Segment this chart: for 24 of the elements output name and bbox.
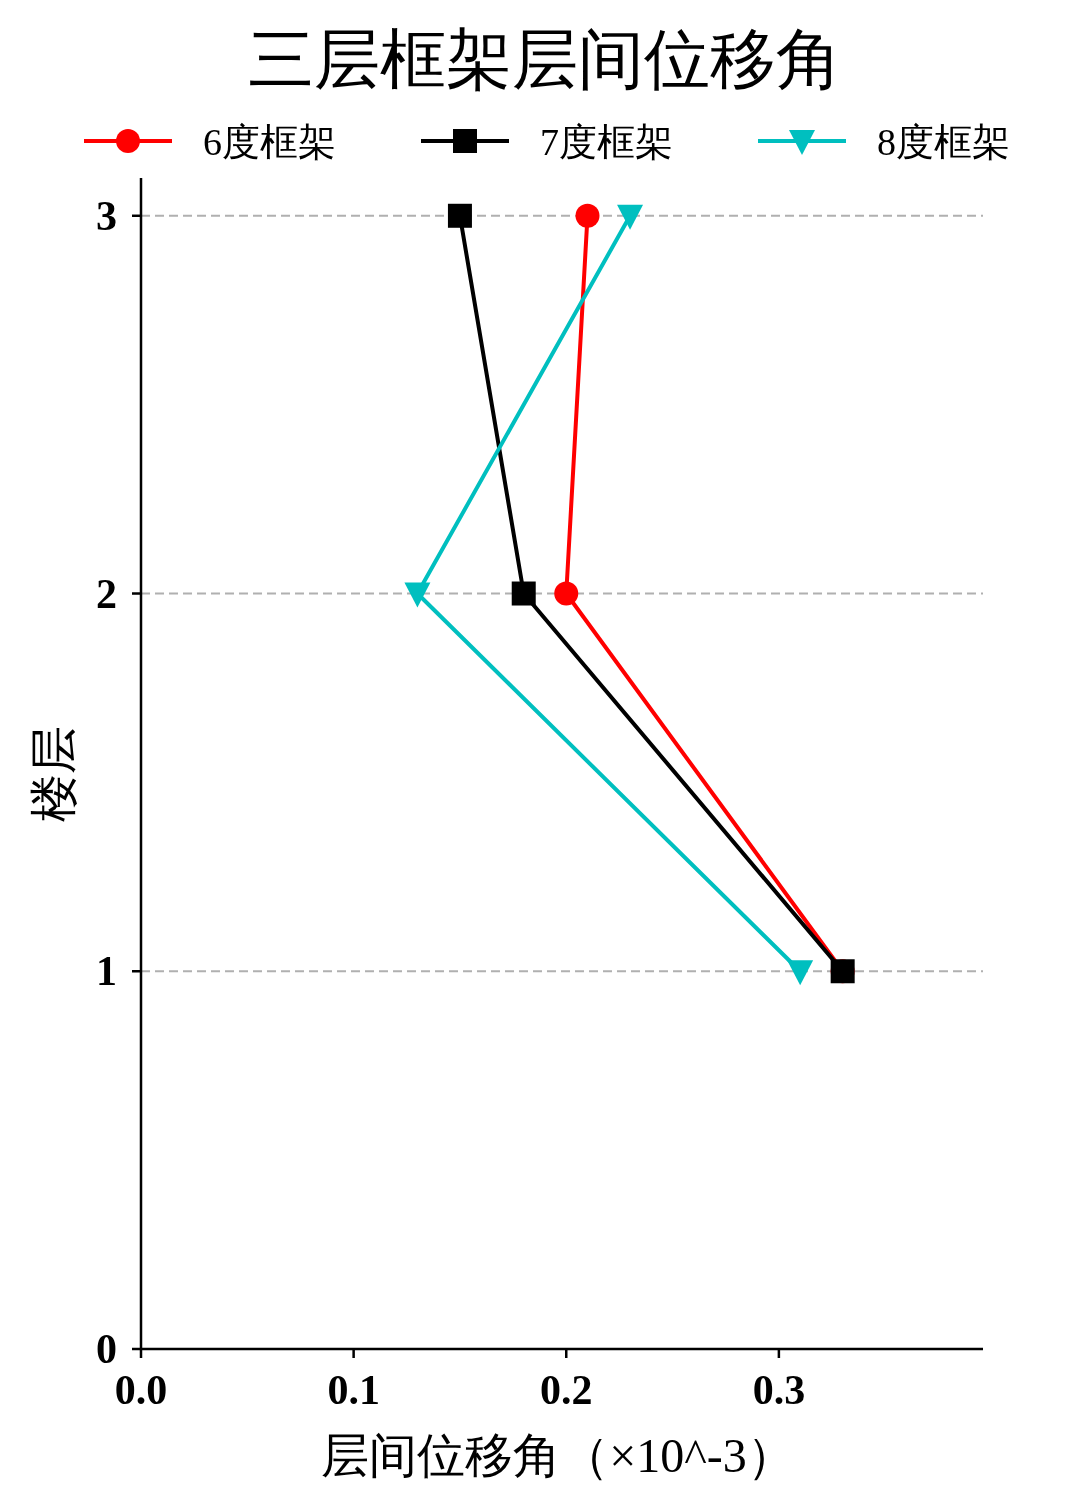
x-axis-title: 层间位移角（×10^-3） xyxy=(321,1429,795,1482)
y-tick-label: 1 xyxy=(96,948,117,995)
x-tick-label: 0.2 xyxy=(540,1367,593,1413)
y-axis-title: 楼层 xyxy=(27,725,80,822)
point xyxy=(617,204,644,230)
legend-label: 6度框架 xyxy=(203,121,336,163)
chart-title: 三层框架层间位移角 xyxy=(248,23,842,96)
x-tick-label: 0.3 xyxy=(752,1367,806,1413)
point xyxy=(447,203,472,228)
legend-item: 7度框架 xyxy=(421,121,673,163)
point xyxy=(511,581,536,606)
y-tick-label: 0 xyxy=(96,1326,117,1372)
legend-label: 7度框架 xyxy=(540,121,673,163)
y-tick-label: 3 xyxy=(96,192,117,239)
legend-item: 6度框架 xyxy=(84,121,336,163)
point xyxy=(404,582,431,608)
point xyxy=(575,203,600,228)
point xyxy=(787,960,814,986)
x-tick-label: 0.1 xyxy=(327,1367,380,1413)
legend-label: 8度框架 xyxy=(877,121,1010,163)
x-tick-label: 0.0 xyxy=(114,1367,168,1413)
legend-item: 8度框架 xyxy=(758,121,1010,163)
point xyxy=(554,581,579,606)
y-tick-label: 2 xyxy=(96,570,117,617)
